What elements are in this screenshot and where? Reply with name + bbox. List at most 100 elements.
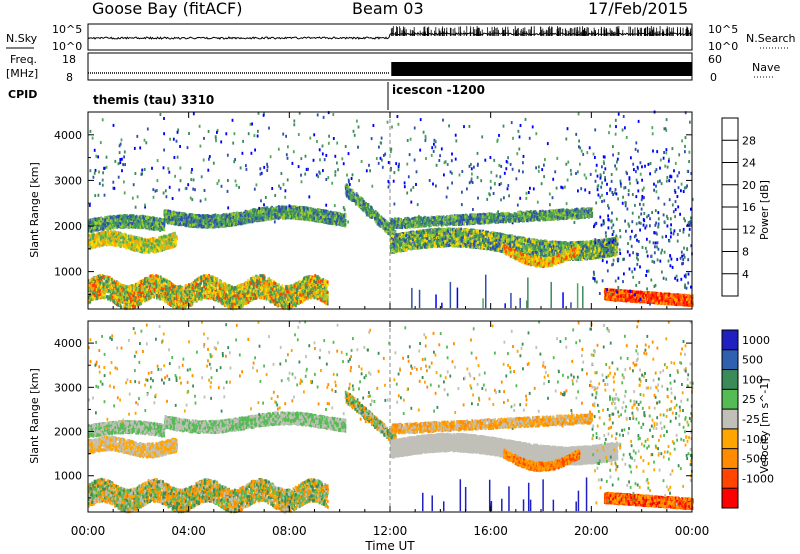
power-mark <box>134 218 136 221</box>
power-mark <box>117 225 119 228</box>
power-mark <box>102 227 104 230</box>
freq-tick-bottom: 8 <box>66 71 73 84</box>
power-mark <box>108 227 110 230</box>
power-mark <box>138 247 140 250</box>
power-mark <box>211 225 213 228</box>
power-mark <box>146 217 148 220</box>
station-title: Goose Bay (fitACF) <box>92 0 242 18</box>
power-mark <box>205 219 207 222</box>
power-mark <box>323 210 325 213</box>
power-mark <box>332 212 334 215</box>
power-mark <box>214 219 216 222</box>
power-mark <box>183 213 185 216</box>
power-mark <box>91 230 93 233</box>
power-mark <box>289 215 291 218</box>
power-mark <box>221 224 223 227</box>
power-mark <box>314 209 316 212</box>
power-mark <box>172 217 174 220</box>
power-mark <box>128 217 130 220</box>
power-scatter <box>88 111 694 311</box>
power-mark <box>317 216 319 219</box>
freq-block-high <box>391 62 692 76</box>
power-mark <box>157 225 159 228</box>
power-mark <box>170 221 172 224</box>
power-mark <box>320 213 322 216</box>
power-mark <box>171 214 173 217</box>
power-mark <box>200 224 202 227</box>
power-mark <box>323 215 325 218</box>
power-mark <box>268 212 270 215</box>
power-mark <box>131 222 133 225</box>
nsearch-label: N.Search <box>746 32 796 45</box>
power-mark <box>208 215 210 218</box>
power-mark <box>281 213 283 216</box>
power-mark <box>135 216 137 219</box>
power-mark <box>96 218 98 221</box>
power-mark <box>217 220 219 223</box>
power-mark <box>115 216 117 219</box>
power-mark <box>235 218 237 221</box>
power-mark <box>168 220 170 223</box>
power-mark <box>228 216 230 219</box>
power-mark <box>110 220 112 223</box>
power-mark <box>174 213 176 216</box>
nave-tick-top: 60 <box>708 53 722 66</box>
power-mark <box>109 224 111 227</box>
power-mark <box>249 214 251 217</box>
power-mark <box>343 214 345 217</box>
power-mark <box>142 216 144 219</box>
power-mark <box>283 213 285 216</box>
power-mark <box>250 209 252 212</box>
freq-tick-top: 18 <box>62 53 76 66</box>
power-mark <box>260 213 262 216</box>
power-mark <box>244 218 246 221</box>
power-mark <box>133 225 135 228</box>
power-mark <box>317 211 319 214</box>
power-mark <box>141 219 143 222</box>
nave-tick-bottom: 0 <box>710 71 717 84</box>
power-mark <box>303 207 305 210</box>
power-mark <box>162 225 164 228</box>
power-mark <box>293 214 295 217</box>
power-mark <box>205 225 207 228</box>
power-mark <box>198 224 200 227</box>
power-mark <box>194 215 196 218</box>
power-mark <box>149 222 151 225</box>
power-mark <box>313 212 315 215</box>
power-mark <box>165 210 167 213</box>
power-mark <box>231 223 233 226</box>
power-mark <box>240 214 242 217</box>
power-mark <box>242 213 244 216</box>
power-mark <box>212 224 214 227</box>
beam-title: Beam 03 <box>352 0 424 18</box>
power-mark <box>181 221 183 224</box>
power-mark <box>287 208 289 211</box>
power-mark <box>109 227 111 230</box>
power-mark <box>93 226 95 229</box>
power-mark <box>342 223 344 226</box>
power-mark <box>98 227 100 230</box>
power-mark <box>305 211 307 214</box>
power-mark <box>180 218 182 221</box>
nsearch-tick-bottom: 10^0 <box>708 40 738 53</box>
power-mark <box>294 209 296 212</box>
power-mark <box>320 216 322 219</box>
power-mark <box>248 219 250 222</box>
power-mark <box>94 221 96 224</box>
power-mark <box>132 215 134 218</box>
power-mark <box>160 223 162 226</box>
power-mark <box>168 212 170 215</box>
power-mark <box>277 216 279 219</box>
freq-label: Freq. <box>10 53 37 66</box>
power-mark <box>253 214 255 217</box>
power-mark <box>226 222 228 225</box>
cpid-mode-2: icescon -1200 <box>392 83 485 97</box>
power-mark <box>129 224 131 227</box>
power-mark <box>159 220 161 223</box>
date-title: 17/Feb/2015 <box>588 0 688 18</box>
power-mark <box>91 222 93 225</box>
power-mark <box>272 216 274 219</box>
power-mark <box>272 210 274 213</box>
power-mark <box>263 209 265 212</box>
nsky-tick-top: 10^5 <box>52 23 82 36</box>
